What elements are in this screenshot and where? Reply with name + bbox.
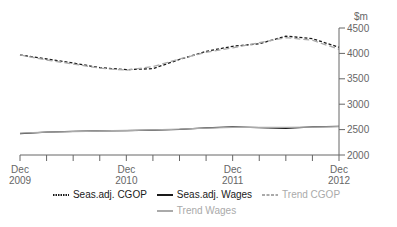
svg-text:4000: 4000: [347, 48, 370, 59]
svg-text:$m: $m: [354, 11, 368, 22]
svg-text:Dec2011: Dec2011: [222, 164, 244, 186]
svg-text:Dec2010: Dec2010: [115, 164, 138, 186]
svg-text:2500: 2500: [347, 124, 370, 135]
svg-text:Dec2009: Dec2009: [9, 164, 32, 186]
html-text:Trend Wages: Trend Wages: [176, 204, 237, 216]
html-text:Seas.adj. Wages: Seas.adj. Wages: [176, 188, 253, 200]
html-text:Trend CGOP: Trend CGOP: [282, 188, 341, 200]
svg-text:Dec2012: Dec2012: [328, 164, 351, 186]
svg-text:4500: 4500: [347, 23, 370, 34]
svg-text:3000: 3000: [347, 99, 370, 110]
svg-text:2000: 2000: [347, 150, 370, 161]
html-text:Seas.adj. CGOP: Seas.adj. CGOP: [72, 188, 147, 200]
svg-text:3500: 3500: [347, 73, 370, 84]
